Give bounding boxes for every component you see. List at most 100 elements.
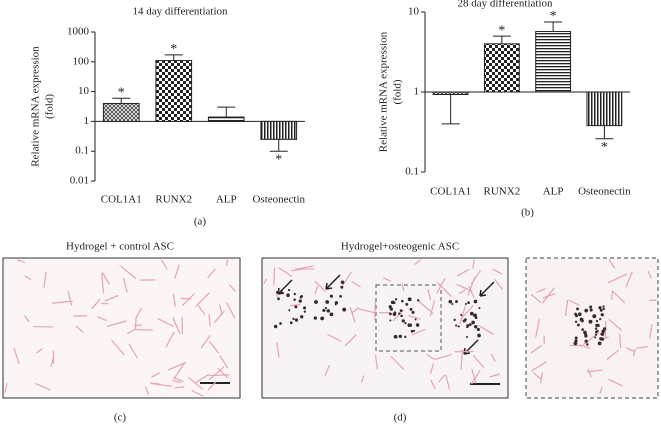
mineral-deposit bbox=[478, 307, 481, 310]
mineral-deposit bbox=[276, 290, 280, 294]
tissue-fiber bbox=[492, 268, 503, 275]
mineral-deposit bbox=[313, 316, 318, 320]
tissue-fiber bbox=[128, 343, 138, 358]
mineral-deposit bbox=[294, 305, 298, 309]
tissue-fiber bbox=[607, 273, 627, 284]
mineral-deposit bbox=[598, 306, 602, 310]
tissue-fiber bbox=[489, 373, 500, 378]
mineral-deposit bbox=[574, 320, 578, 324]
tissue-fiber bbox=[165, 331, 175, 348]
mineral-deposit bbox=[342, 307, 347, 312]
tissue-fiber bbox=[208, 374, 230, 377]
tissue-fiber bbox=[608, 319, 622, 331]
panel-label: (a) bbox=[194, 216, 207, 228]
mineral-deposit bbox=[401, 299, 404, 303]
mineral-deposit bbox=[462, 319, 466, 323]
tissue-fiber bbox=[122, 277, 128, 293]
tissue-fiber bbox=[459, 306, 466, 325]
tissue-fiber bbox=[127, 328, 136, 334]
tissue-fiber bbox=[314, 285, 319, 295]
mineral-deposit bbox=[389, 319, 392, 322]
tissue-fiber bbox=[586, 369, 603, 373]
tissue-fiber bbox=[104, 294, 119, 302]
tissue-fiber bbox=[472, 259, 475, 269]
tissue-fiber bbox=[417, 299, 434, 314]
significance: * bbox=[275, 152, 282, 167]
mineral-deposit bbox=[388, 312, 392, 316]
x-tick-label: RUNX2 bbox=[155, 194, 192, 206]
mineral-deposit bbox=[388, 305, 392, 309]
mineral-deposit bbox=[314, 300, 318, 304]
tissue-fiber bbox=[429, 300, 435, 317]
bar bbox=[483, 43, 520, 93]
tissue-fiber bbox=[427, 288, 432, 301]
significance: * bbox=[601, 140, 608, 155]
mineral-deposit bbox=[329, 294, 333, 298]
mineral-deposit bbox=[409, 307, 413, 311]
error-bar bbox=[595, 125, 614, 140]
y-axis-label: Relative mRNA expression bbox=[30, 46, 42, 167]
mineral-deposit bbox=[451, 302, 454, 306]
y-axis-label: Relative mRNA expression bbox=[378, 31, 390, 152]
panel-label: (c) bbox=[114, 412, 127, 424]
tissue-fiber bbox=[106, 320, 127, 327]
tissue-fiber bbox=[75, 325, 84, 333]
mineral-deposit bbox=[600, 333, 603, 336]
tissue-fiber bbox=[536, 288, 546, 293]
tissue-fiber bbox=[4, 382, 8, 393]
mineral-deposit bbox=[597, 341, 602, 346]
tissue-fiber bbox=[208, 313, 211, 327]
mineral-deposit bbox=[286, 293, 290, 298]
tissue-fiber bbox=[161, 259, 168, 270]
mineral-deposit bbox=[300, 315, 304, 319]
tissue-fiber bbox=[135, 307, 142, 319]
tissue-fiber bbox=[429, 363, 434, 374]
tissue-fiber bbox=[191, 390, 204, 397]
tissue-fiber bbox=[542, 293, 556, 299]
tissue-fiber bbox=[461, 304, 474, 319]
mineral-deposit bbox=[412, 329, 416, 332]
y-tick-label: 0.01 bbox=[70, 175, 89, 187]
mineral-deposit bbox=[473, 299, 478, 304]
mineral-deposit bbox=[390, 300, 395, 305]
mineral-deposit bbox=[599, 318, 602, 321]
mineral-deposit bbox=[595, 319, 599, 323]
x-tick-label: ALP bbox=[216, 194, 237, 206]
tissue-fiber bbox=[587, 368, 592, 378]
tissue-fiber bbox=[91, 298, 101, 310]
bar bbox=[432, 91, 469, 96]
tissue-fiber bbox=[207, 381, 217, 391]
tissue-fiber bbox=[456, 268, 470, 277]
mineral-deposit bbox=[411, 310, 415, 314]
tissue-fiber bbox=[273, 267, 276, 286]
mineral-deposit bbox=[407, 297, 412, 302]
tissue-fiber bbox=[344, 334, 357, 347]
tissue-fiber bbox=[225, 259, 229, 266]
tissue-fiber bbox=[101, 273, 105, 294]
mineral-deposit bbox=[292, 317, 295, 321]
tissue-fiber bbox=[24, 275, 32, 281]
tissue-fiber bbox=[180, 297, 192, 300]
mineral-deposit bbox=[303, 310, 307, 313]
mineral-deposit bbox=[293, 298, 296, 302]
mineral-deposit bbox=[465, 336, 468, 339]
mineral-deposit bbox=[579, 317, 584, 322]
tissue-fiber bbox=[67, 290, 73, 306]
mineral-deposit bbox=[448, 299, 453, 304]
bar bbox=[155, 60, 193, 122]
mineral-deposit bbox=[455, 324, 458, 327]
mineral-deposit bbox=[400, 314, 403, 318]
tissue-fiber bbox=[608, 378, 623, 387]
mineral-deposit bbox=[471, 320, 475, 325]
tissue-fiber bbox=[530, 293, 542, 303]
tissue-fiber bbox=[340, 271, 352, 289]
image-title: Hydrogel+osteogenic ASC bbox=[341, 241, 459, 253]
tissue-fiber bbox=[478, 324, 494, 335]
mineral-deposit bbox=[596, 323, 600, 328]
tissue-fiber bbox=[314, 280, 327, 293]
tissue-fiber bbox=[174, 386, 185, 389]
significance: * bbox=[170, 42, 177, 57]
mineral-deposit bbox=[293, 292, 296, 296]
mineral-deposit bbox=[393, 334, 398, 339]
mineral-deposit bbox=[477, 333, 481, 338]
